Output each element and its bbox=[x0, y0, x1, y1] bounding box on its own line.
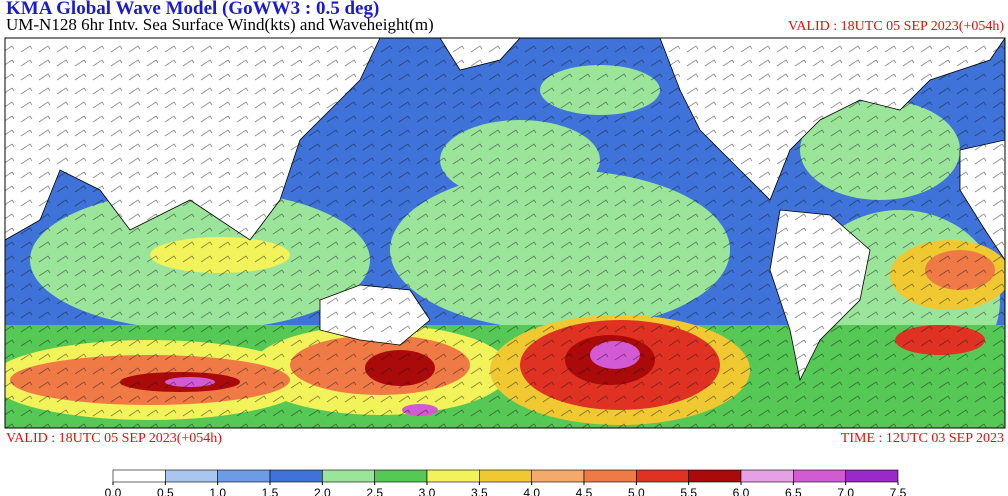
colorbar-tick-label: 7.5 bbox=[890, 486, 907, 496]
colorbar-segment bbox=[426, 469, 480, 483]
colorbar-tick-label: 1.5 bbox=[262, 486, 279, 496]
title: KMA Global Wave Model (GoWW3 : 0.5 deg) bbox=[6, 0, 379, 19]
colorbar-segment bbox=[217, 469, 271, 483]
colorbar-tick-label: 6.5 bbox=[785, 486, 802, 496]
colorbar-segment bbox=[112, 469, 166, 483]
colorbar-tick-label: 0.5 bbox=[157, 486, 174, 496]
colorbar-tick-label: 5.5 bbox=[680, 486, 697, 496]
colorbar-segment bbox=[740, 469, 794, 483]
colorbar-segment bbox=[793, 469, 846, 483]
colorbar-segment bbox=[845, 469, 899, 483]
colorbar-segment bbox=[531, 469, 585, 483]
valid-bottom: VALID : 18UTC 05 SEP 2023(+054h) bbox=[6, 431, 222, 446]
colorbar-tick-label: 4.0 bbox=[523, 486, 540, 496]
time: TIME : 12UTC 03 SEP 2023 bbox=[841, 431, 1004, 446]
colorbar-tick-label: 4.5 bbox=[576, 486, 593, 496]
colorbar-segment bbox=[165, 469, 218, 483]
colorbar-segment bbox=[583, 469, 637, 483]
valid-top: VALID : 18UTC 05 SEP 2023(+054h) bbox=[788, 19, 1004, 34]
colorbar: 0.0 0.5 1.0 1.5 2.0 2.5 3.0 3.5 4.0 4.5 5.0 5.5 6.0 6… bbox=[105, 469, 907, 496]
colorbar-segment bbox=[269, 469, 323, 483]
colorbar-segment bbox=[374, 469, 428, 483]
colorbar-tick-label: 6.0 bbox=[733, 486, 750, 496]
colorbar-tick-label: 2.0 bbox=[314, 486, 331, 496]
colorbar-tick-label: 0.0 bbox=[105, 486, 122, 496]
colorbar-tick-label: 3.5 bbox=[471, 486, 488, 496]
colorbar-tick-label: 2.5 bbox=[366, 486, 383, 496]
colorbar-segment bbox=[636, 469, 689, 483]
map bbox=[5, 38, 1005, 428]
colorbar-tick-label: 1.0 bbox=[209, 486, 226, 496]
colorbar-segment bbox=[688, 469, 742, 483]
colorbar-segment bbox=[479, 469, 532, 483]
colorbar-tick-label: 3.0 bbox=[419, 486, 436, 496]
colorbar-segment bbox=[322, 469, 375, 483]
colorbar-tick-label: 7.0 bbox=[837, 486, 854, 496]
colorbar-tick-label: 5.0 bbox=[628, 486, 645, 496]
subtitle: UM-N128 6hr Intv. Sea Surface Wind(kts) … bbox=[6, 15, 434, 34]
